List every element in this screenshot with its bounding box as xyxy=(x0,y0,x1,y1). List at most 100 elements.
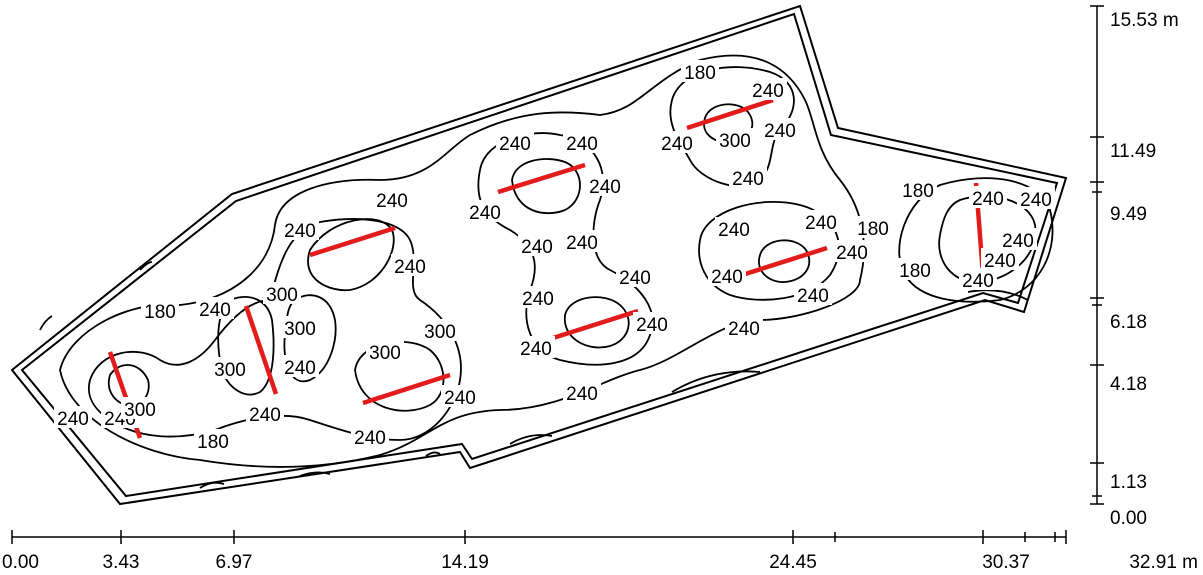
isolux-label-bg xyxy=(391,254,429,276)
isolux-label: 240 xyxy=(249,405,281,426)
isolux-label-bg xyxy=(563,131,601,153)
isolux-label-bg xyxy=(54,406,92,428)
isolux-label-bg xyxy=(959,268,997,290)
x-tick-3: 14.19 xyxy=(441,552,489,573)
isolux-label: 240 xyxy=(520,339,552,360)
isolux-label: 240 xyxy=(1002,231,1034,252)
isolux-label-bg xyxy=(749,78,787,100)
luminaire-5 xyxy=(497,162,586,195)
isolux-label-bg xyxy=(563,230,601,252)
isolux-label: 240 xyxy=(566,384,598,405)
luminaire-6 xyxy=(552,308,639,341)
isolux-label: 240 xyxy=(661,134,693,155)
y-tick-2: 9.49 xyxy=(1110,204,1147,225)
isolux-label: 240 xyxy=(57,409,89,430)
isolux-label: 240 xyxy=(499,134,531,155)
isolux-label: 300 xyxy=(719,131,751,152)
luminaire-8 xyxy=(741,245,828,278)
y-axis: 15.53 m 11.49 9.49 6.18 4.18 1.13 0.00 xyxy=(1090,5,1179,529)
isolux-label: 240 xyxy=(764,121,796,142)
isolux-label: 240 xyxy=(522,289,554,310)
isolux-label-bg xyxy=(518,234,556,256)
y-tick-1: 11.49 xyxy=(1110,141,1156,162)
isolux-label: 300 xyxy=(369,343,401,364)
isolux-label-bg xyxy=(729,166,767,188)
isolux-label-bg xyxy=(716,128,754,150)
isolux-label: 240 xyxy=(836,243,868,264)
isolux-label-bg xyxy=(281,218,319,240)
isolux-label-bg xyxy=(896,258,934,280)
isolux-label: 180 xyxy=(899,261,931,282)
isolux-label-bg xyxy=(1017,187,1055,209)
x-axis-end-label: 32.91 m xyxy=(1129,552,1198,573)
isolux-label: 300 xyxy=(266,285,298,306)
isolux-label-bg xyxy=(681,60,719,82)
isolux-label-bg xyxy=(899,178,937,200)
isolux-label-bg xyxy=(616,265,654,287)
isolux-label-bg xyxy=(281,316,319,338)
isolux-label: 240 xyxy=(732,169,764,190)
luminaire-4 xyxy=(362,372,451,406)
y-tick-6: 0.00 xyxy=(1110,508,1147,529)
isolux-label-bg xyxy=(246,402,284,424)
isolux-label-bg xyxy=(441,385,479,407)
isolux-label-bg xyxy=(563,381,601,403)
y-tick-0: 15.53 m xyxy=(1110,10,1179,31)
isolux-label-bg xyxy=(366,340,404,362)
isolux-label-bg xyxy=(999,228,1037,250)
x-tick-0: 0.00 xyxy=(2,552,39,573)
x-tick-2: 6.97 xyxy=(216,552,253,573)
isolux-label-bg xyxy=(141,299,179,321)
isolux-label: 240 xyxy=(284,221,316,242)
x-axis: 0.00 3.43 6.97 14.19 24.45 30.37 32.91 m xyxy=(2,530,1198,573)
isolux-label: 240 xyxy=(619,268,651,289)
isolux-label: 240 xyxy=(972,189,1004,210)
isolux-label: 240 xyxy=(636,315,668,336)
isolux-label: 300 xyxy=(424,322,456,343)
isolux-label: 240 xyxy=(962,271,994,292)
isolux-label: 240 xyxy=(728,319,760,340)
isolux-label-bg xyxy=(421,319,459,341)
isolux-label-bg xyxy=(715,217,753,239)
isolux-label: 240 xyxy=(521,237,553,258)
isolux-label-bg xyxy=(761,118,799,140)
luminaires xyxy=(107,97,986,439)
isolux-label: 180 xyxy=(902,181,934,202)
isolux-label-bg xyxy=(281,355,319,377)
wall-details xyxy=(39,261,1029,489)
isolux-label: 240 xyxy=(444,388,476,409)
x-tick-5: 30.37 xyxy=(982,552,1030,573)
isolux-label-bg xyxy=(725,316,763,338)
isolux-label: 240 xyxy=(984,251,1016,272)
isolux-label-bg xyxy=(351,425,389,447)
isolux-label: 240 xyxy=(469,203,501,224)
isolux-label: 240 xyxy=(376,191,408,212)
luminaire-7 xyxy=(686,97,774,131)
isolux-label-bg xyxy=(658,131,696,153)
isolux-label: 300 xyxy=(124,400,156,421)
isolux-label: 240 xyxy=(354,428,386,449)
isolux-label: 240 xyxy=(797,286,829,307)
isolux-label: 300 xyxy=(214,360,246,381)
isolux-label: 240 xyxy=(566,134,598,155)
luminaire-3 xyxy=(309,225,396,258)
isolux-label-bg xyxy=(981,248,1019,270)
isolux-label-bg xyxy=(517,336,555,358)
isolux-label: 180 xyxy=(197,432,229,453)
isolux-label: 240 xyxy=(805,213,837,234)
isolux-label-bg xyxy=(794,283,832,305)
isolux-label-bg xyxy=(121,397,159,419)
isolux-label-bg xyxy=(496,131,534,153)
x-tick-1: 3.43 xyxy=(103,552,140,573)
isolux-label-bg xyxy=(802,210,840,232)
isolux-label-bg xyxy=(586,174,624,196)
y-tick-3: 6.18 xyxy=(1110,312,1147,333)
isolux-label-bg xyxy=(466,200,504,222)
isolux-label: 240 xyxy=(284,358,316,379)
isolux-label: 180 xyxy=(144,302,176,323)
isolux-label: 180 xyxy=(684,63,716,84)
isolux-label: 240 xyxy=(589,177,621,198)
isolux-label: 240 xyxy=(566,233,598,254)
